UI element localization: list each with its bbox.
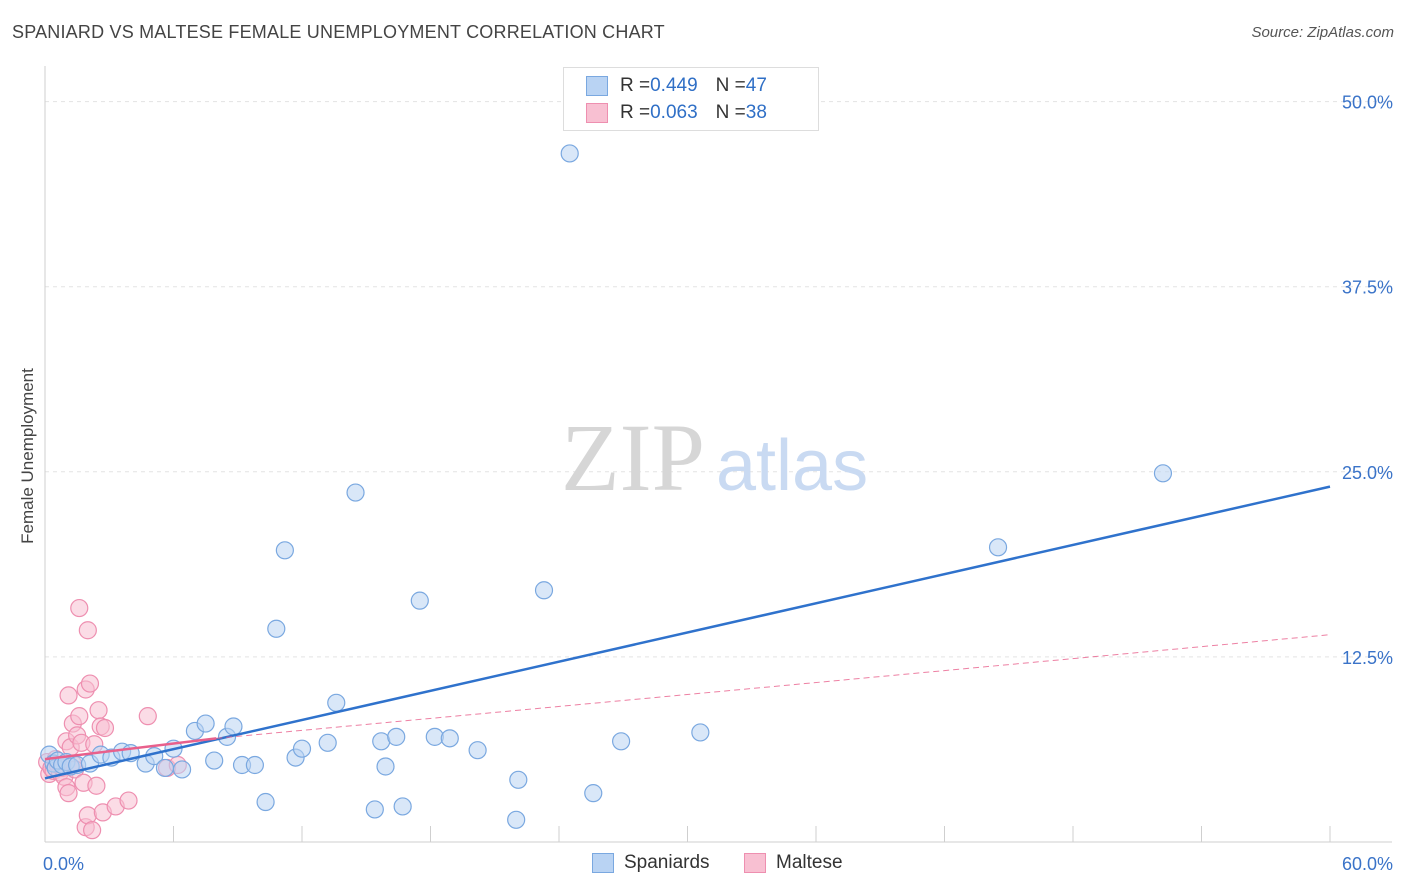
maltese-point <box>80 674 100 693</box>
chart-title: SPANIARD VS MALTESE FEMALE UNEMPLOYMENT … <box>12 22 665 42</box>
spaniards-point <box>172 760 192 779</box>
legend-item-maltese[interactable]: Maltese <box>744 852 843 874</box>
spaniards-point <box>387 727 406 746</box>
spaniards-point <box>560 144 579 163</box>
maltese-point <box>78 621 97 640</box>
spaniards-point <box>691 723 710 742</box>
spaniards-point <box>376 757 395 776</box>
spaniards-point <box>988 538 1008 557</box>
spaniards-point <box>612 732 631 751</box>
spaniards-point <box>468 741 487 760</box>
spaniards-point <box>327 693 346 712</box>
maltese-point <box>119 791 138 810</box>
legend-label-spaniards: Spaniards <box>624 852 710 873</box>
legend-row-maltese: R = 0.063 N = 38 <box>586 100 767 126</box>
spaniards-point <box>534 581 554 600</box>
maltese-point <box>59 686 78 705</box>
spaniards-point <box>155 758 175 778</box>
legend-n-label: N = <box>715 102 746 123</box>
maltese-point <box>95 718 115 738</box>
legend-r-label: R = <box>620 75 651 96</box>
legend-label-maltese: Maltese <box>776 852 843 873</box>
spaniards-point <box>256 792 275 812</box>
legend-r-label: R = <box>620 102 651 123</box>
spaniards-point <box>205 751 224 770</box>
maltese-point <box>89 701 108 720</box>
series-legend: Spaniards Maltese <box>0 852 1406 878</box>
maltese-trend-line <box>216 634 1331 739</box>
y-tick-label: 50.0% <box>1342 93 1393 113</box>
axes <box>44 66 1392 843</box>
spaniards-point <box>196 714 215 733</box>
spaniards-point <box>372 732 391 751</box>
watermark-zip: ZIP <box>561 404 705 511</box>
source-label: Source: ZipAtlas.com <box>1251 24 1394 41</box>
legend-swatch-spaniards <box>586 76 608 96</box>
trend-lines <box>44 485 1331 780</box>
legend-r-value: 0.063 <box>650 102 698 123</box>
spaniards-point <box>275 541 294 560</box>
legend-item-spaniards[interactable]: Spaniards <box>592 852 710 874</box>
spaniards-point <box>346 483 365 502</box>
legend-n-label: N = <box>715 75 746 96</box>
maltese-point <box>70 598 89 618</box>
spaniards-point <box>1153 464 1173 483</box>
spaniards-point <box>224 717 243 736</box>
legend-row-spaniards: R = 0.449 N = 47 <box>586 73 767 99</box>
spaniards-point <box>507 810 526 829</box>
spaniards-trend-line <box>44 485 1331 780</box>
y-tick-label: 12.5% <box>1342 648 1393 668</box>
legend-n-value: 38 <box>745 102 767 123</box>
tick-labels: 12.5% 25.0% 37.5% 50.0% 0.0% 60.0% <box>43 93 1393 874</box>
spaniards-point <box>584 784 603 803</box>
watermark: ZIP atlas <box>561 404 868 511</box>
spaniards-point <box>365 800 384 819</box>
maltese-point <box>138 707 157 726</box>
spaniards-point <box>393 797 412 816</box>
spaniards-point <box>292 739 312 758</box>
y-tick-label: 37.5% <box>1342 278 1393 298</box>
y-tick-label: 25.0% <box>1342 463 1393 483</box>
legend-swatch-maltese <box>744 853 766 873</box>
x-tick-label: 0.0% <box>43 854 84 874</box>
spaniards-point <box>425 727 444 746</box>
grid-lines <box>45 101 1392 658</box>
spaniards-point <box>410 591 429 610</box>
spaniards-point <box>318 733 337 752</box>
legend-swatch-spaniards <box>592 853 614 873</box>
spaniards-point <box>245 755 264 775</box>
maltese-point <box>59 784 78 803</box>
legend-n-value: 47 <box>745 75 767 96</box>
maltese-points <box>38 598 187 840</box>
maltese-point <box>83 821 102 840</box>
watermark-atlas: atlas <box>716 426 868 506</box>
maltese-trend-line <box>44 737 217 761</box>
maltese-point <box>87 776 106 795</box>
spaniards-point <box>440 729 459 748</box>
legend-r-value: 0.449 <box>650 75 698 96</box>
maltese-point <box>70 707 89 726</box>
spaniards-point <box>509 770 528 789</box>
stats-legend: R = 0.449 N = 47 R = 0.063 N = 38 <box>563 67 819 131</box>
legend-swatch-maltese <box>586 103 608 123</box>
spaniards-point <box>267 619 286 638</box>
x-tick-label: 60.0% <box>1342 854 1393 874</box>
